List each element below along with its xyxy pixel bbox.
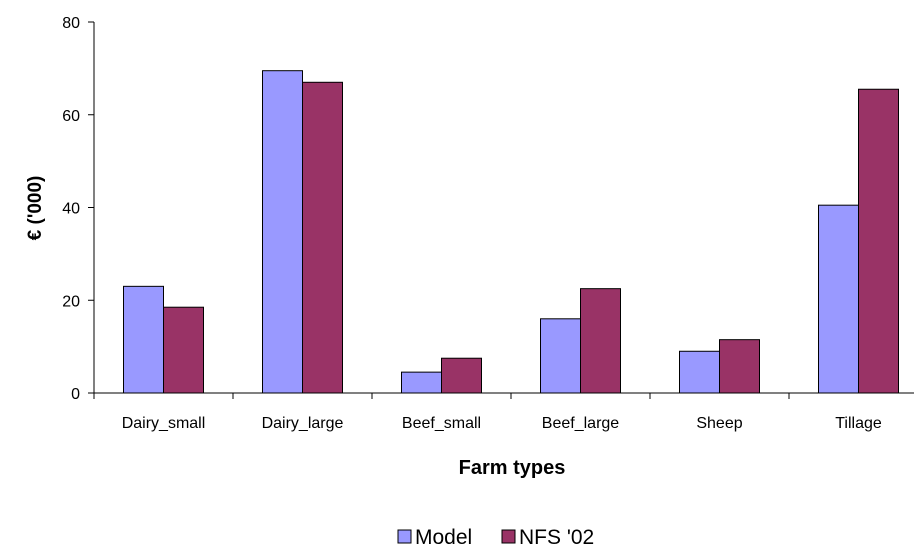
legend-swatch <box>501 529 516 544</box>
y-tick-label: 0 <box>71 386 80 403</box>
x-axis-title: Farm types <box>459 457 566 479</box>
y-tick-label: 40 <box>62 201 80 218</box>
x-tick-label: Beef_small <box>402 415 481 432</box>
bar-nfs-02-beef_large <box>580 288 621 394</box>
legend-label: Model <box>415 526 472 549</box>
bar-nfs-02-sheep <box>719 339 760 394</box>
y-tick-label: 60 <box>62 108 80 125</box>
x-tick-label: Tillage <box>835 415 882 432</box>
bar-model-dairy_small <box>123 285 164 394</box>
legend: Model NFS '02 <box>397 526 594 549</box>
bar-nfs-02-dairy_small <box>163 306 204 394</box>
legend-label: NFS '02 <box>519 526 594 549</box>
bar-nfs-02-beef_small <box>441 357 482 394</box>
bars <box>123 70 899 394</box>
bar-nfs-02-tillage <box>858 88 899 394</box>
x-tick-label: Sheep <box>696 415 742 432</box>
x-tick-label: Beef_large <box>542 415 619 432</box>
y-tick-label: 80 <box>62 15 80 32</box>
bar-model-beef_small <box>401 371 442 394</box>
y-tick-label: 20 <box>62 293 80 310</box>
y-axis-title: € ('000) <box>25 176 46 241</box>
legend-swatch <box>397 529 412 544</box>
bar-model-tillage <box>818 204 859 394</box>
bar-model-dairy_large <box>262 70 303 394</box>
x-tick-label: Dairy_small <box>122 415 206 432</box>
x-axis: Dairy_small Dairy_large Beef_small Beef_lar… <box>93 392 914 432</box>
x-tick-label: Dairy_large <box>262 415 344 432</box>
y-axis: 0 20 40 60 80 <box>62 15 95 403</box>
bar-model-sheep <box>679 350 720 394</box>
bar-model-beef_large <box>540 318 581 394</box>
bar-nfs-02-dairy_large <box>302 81 343 394</box>
